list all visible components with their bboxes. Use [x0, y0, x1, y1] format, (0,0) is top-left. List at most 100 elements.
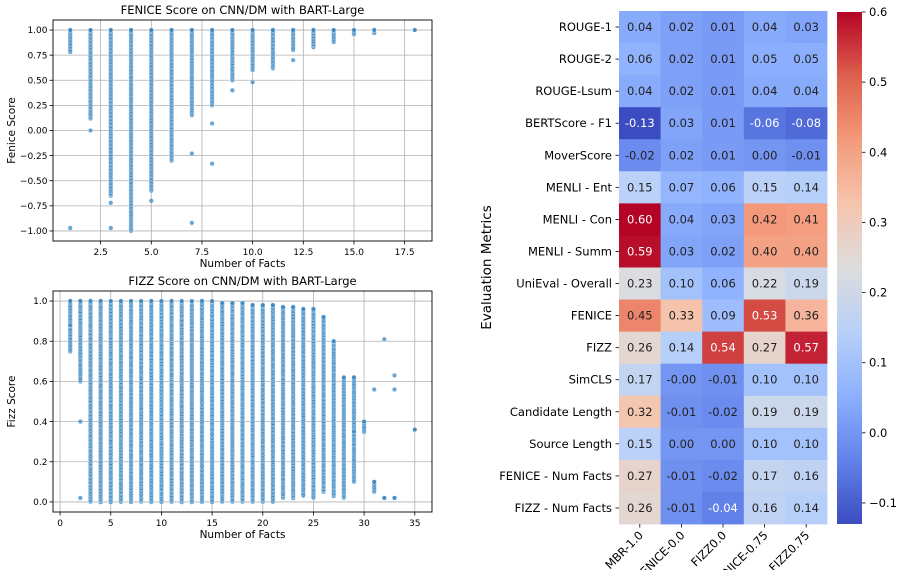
- heatmap-cell-label: 0.19: [793, 277, 819, 291]
- fenice-ytick-label: 0.50: [27, 76, 47, 86]
- heatmap-cell-label: 0.02: [710, 244, 736, 258]
- heatmap-cell-label: 0.14: [793, 501, 819, 515]
- fizz-point: [128, 298, 134, 304]
- heatmap-cell-label: 0.10: [793, 437, 819, 451]
- fizz-point: [179, 298, 185, 304]
- colorbar-gradient: [837, 12, 862, 524]
- fizz-xtick-label: 5: [108, 519, 114, 529]
- fenice-point: [250, 79, 256, 85]
- heatmap-cell-label: 0.17: [627, 373, 653, 387]
- heatmap-cell-label: 0.23: [627, 277, 653, 291]
- heatmap-row-label: MENLI - Summ: [528, 244, 612, 258]
- heatmap-cell-label: 0.15: [752, 180, 778, 194]
- fizz-point: [67, 298, 73, 304]
- fenice-xtick-label: 15.0: [344, 248, 364, 258]
- heatmap-cell-label: 0.02: [669, 84, 695, 98]
- fenice-point: [189, 151, 195, 157]
- heatmap-cell-label: 0.26: [627, 501, 653, 515]
- fenice-point: [189, 27, 195, 33]
- heatmap-cell-label: 0.10: [752, 437, 778, 451]
- fizz-ytick-label: 0.0: [33, 498, 48, 508]
- fenice-title: FENICE Score on CNN/DM with BART-Large: [121, 3, 365, 17]
- heatmap-cell-label: -0.13: [625, 116, 655, 130]
- fizz-title: FIZZ Score on CNN/DM with BART-Large: [128, 274, 356, 288]
- fizz-point: [98, 298, 104, 304]
- fizz-point: [270, 302, 276, 308]
- heatmap-row-label: Source Length: [529, 437, 612, 451]
- heatmap-cell-label: 0.33: [669, 309, 695, 323]
- heatmap-cell-label: 0.02: [669, 148, 695, 162]
- heatmap-cell-label: 0.15: [627, 180, 653, 194]
- fizz-point: [381, 336, 387, 342]
- heatmap-cell-label: 0.10: [752, 373, 778, 387]
- fizz-ytick-label: 0.8: [33, 337, 48, 347]
- fizz-ytick-label: 0.6: [33, 378, 48, 388]
- fizz-xtick-label: 30: [358, 519, 370, 529]
- fizz-point: [158, 298, 164, 304]
- heatmap-cell-label: 0.06: [627, 52, 653, 66]
- fenice-xlabel: Number of Facts: [200, 258, 286, 270]
- fizz-point: [219, 300, 225, 306]
- fenice-point: [108, 27, 114, 33]
- heatmap-cell-label: -0.01: [667, 405, 697, 419]
- heatmap-row-label: ROUGE-Lsum: [535, 84, 612, 98]
- fizz-point: [392, 386, 397, 392]
- heatmap-cell-label: 0.04: [752, 84, 778, 98]
- fenice-point: [290, 57, 296, 63]
- heatmap-column-label: FIZZ0.0: [688, 528, 729, 569]
- fizz-point: [321, 314, 327, 320]
- fenice-ytick-label: 1.00: [27, 26, 47, 36]
- fizz-point: [209, 298, 215, 304]
- fenice-ytick-label: −1.00: [20, 227, 48, 237]
- heatmap-cell-label: 0.01: [710, 20, 736, 34]
- heatmap-cell-label: -0.01: [708, 373, 738, 387]
- fenice-point: [310, 27, 316, 33]
- fizz-point: [361, 419, 367, 425]
- fizz-point: [240, 300, 245, 306]
- heatmap-cell-label: 0.01: [710, 52, 736, 66]
- heatmap-cell-label: -0.02: [625, 148, 655, 162]
- fenice-ytick-label: −0.50: [20, 177, 48, 187]
- heatmap-cell-label: 0.03: [669, 244, 695, 258]
- heatmap-cell-label: 0.04: [793, 84, 819, 98]
- heatmap-row-label: ROUGE-2: [559, 52, 612, 66]
- heatmap-cell-label: 0.14: [793, 180, 819, 194]
- heatmap-cell-label: 0.10: [669, 277, 695, 291]
- fenice-ytick-label: 0.75: [27, 51, 47, 61]
- heatmap-cell-label: 0.19: [752, 405, 778, 419]
- fizz-point: [77, 298, 83, 304]
- heatmap-row-label: FIZZ - Num Facts: [515, 501, 612, 515]
- fizz-point: [148, 298, 154, 304]
- fizz-point: [77, 419, 83, 425]
- heatmap-cell-label: 0.05: [752, 52, 778, 66]
- fenice-scatter-plot: 2.5 5.0 7.5 10.0 12.5 15.0 17.5−1.00−0.75−0.50…: [6, 3, 433, 270]
- heatmap-row-label: MoverScore: [544, 148, 612, 162]
- heatmap-cell-label: 0.14: [669, 341, 695, 355]
- heatmap-cell-label: -0.08: [791, 116, 821, 130]
- fenice-point: [290, 27, 296, 33]
- fizz-point: [260, 302, 266, 308]
- heatmap-cell-label: 0.32: [627, 405, 653, 419]
- fizz-xlabel: Number of Facts: [200, 529, 286, 541]
- fenice-point: [169, 27, 175, 33]
- fizz-point: [392, 495, 397, 501]
- heatmap-cell-label: 0.27: [752, 341, 778, 355]
- heatmap-row-label: FIZZ: [586, 341, 612, 355]
- fizz-xtick-label: 0: [57, 519, 63, 529]
- fenice-point: [351, 27, 357, 33]
- fizz-point: [371, 479, 377, 485]
- heatmap-cell-label: 0.15: [627, 437, 653, 451]
- heatmap-cell-label: 0.40: [793, 244, 819, 258]
- fenice-point: [209, 27, 215, 33]
- fizz-xtick-label: 10: [156, 519, 168, 529]
- heatmap-cell-label: 0.01: [710, 148, 736, 162]
- fenice-point: [229, 27, 235, 33]
- fizz-point: [250, 302, 256, 308]
- heatmap-ylabel: Evaluation Metrics: [479, 205, 495, 330]
- heatmap-cell-label: 0.60: [627, 212, 653, 226]
- heatmap-cell-label: 0.16: [752, 501, 778, 515]
- heatmap-cell-label: 0.04: [669, 212, 695, 226]
- fizz-point: [118, 298, 124, 304]
- heatmap-cell-label: -0.02: [708, 469, 738, 483]
